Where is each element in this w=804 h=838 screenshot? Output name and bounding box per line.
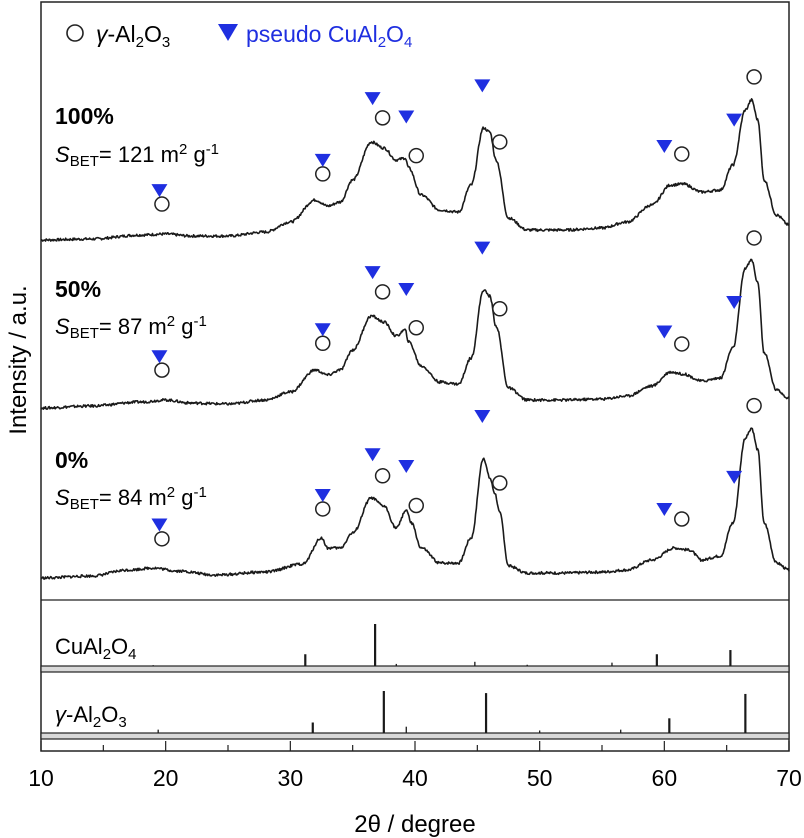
gamma-al2o3-marker (374, 284, 391, 300)
gamma-al2o3-marker (746, 230, 762, 246)
gamma-al2o3-marker (408, 319, 424, 336)
pseudo-cual2o4-marker (398, 110, 415, 124)
legend-gamma-label: γ-Al2O3 (96, 21, 170, 51)
x-axis: 10 20 30 40 50 60 70 (28, 741, 802, 791)
gamma-al2o3-marker (746, 397, 762, 414)
y-axis-label: Intensity / a.u. (5, 285, 32, 434)
xrd-traces (40, 98, 790, 580)
gamma-al2o3-marker (154, 362, 170, 378)
label-0: 0% SBET= 84 m2 g-1 (55, 447, 207, 513)
reference-baseline-1 (40, 665, 790, 673)
gamma-al2o3-marker (674, 146, 690, 162)
pseudo-cual2o4-marker (364, 92, 381, 106)
pseudo-cual2o4-marker (726, 296, 743, 310)
legend: γ-Al2O3 pseudo CuAl2O4 (66, 21, 412, 51)
gamma-al2o3-marker (408, 497, 424, 514)
xrd-trace-50pct (40, 258, 790, 410)
gamma-al2o3-marker (314, 501, 331, 517)
pseudo-cual2o4-marker (151, 184, 168, 198)
sbet-label-50: SBET= 87 m2 g-1 (55, 313, 207, 342)
pseudo-cual2o4-marker (398, 460, 415, 473)
pseudo-cual2o4-marker (726, 113, 743, 127)
sbet-label-100: SBET= 121 m2 g-1 (55, 141, 219, 170)
plot-frame (40, 1, 790, 752)
gamma-al2o3-marker (492, 134, 508, 150)
gamma-al2o3-marker (374, 468, 391, 484)
gamma-al2o3-marker (408, 147, 424, 164)
x-tick-label: 40 (402, 765, 428, 791)
pseudo-cual2o4-marker (364, 448, 381, 462)
reference-label-cual2o4: CuAl2O4 (55, 634, 137, 663)
gamma-al2o3-marker (314, 166, 331, 182)
x-tick-label: 10 (28, 765, 54, 791)
pseudo-cual2o4-marker (656, 502, 673, 516)
reference-label-gamma-al2o3: γ-Al2O3 (55, 702, 127, 731)
reference-baseline-2 (40, 732, 790, 740)
gamma-al2o3-marker (674, 511, 690, 527)
pseudo-cual2o4-marker (398, 283, 415, 296)
gamma-al2o3-marker (154, 531, 170, 547)
xrd-trace-100pct (40, 98, 790, 242)
pseudo-cual2o4-marker (151, 350, 168, 364)
gamma-al2o3-marker (674, 336, 690, 352)
series-label-50: 50% (55, 276, 101, 302)
sbet-label-0: SBET= 84 m2 g-1 (55, 484, 207, 513)
pseudo-cual2o4-marker (474, 409, 491, 423)
gamma-al2o3-marker (746, 69, 762, 85)
legend-circle-marker (66, 24, 84, 42)
pseudo-cual2o4-marker (474, 79, 491, 93)
phase-markers (151, 69, 762, 547)
pseudo-cual2o4-marker (314, 153, 331, 167)
pseudo-cual2o4-marker (314, 488, 331, 502)
pseudo-cual2o4-marker (314, 323, 331, 337)
x-axis-label: 2θ / degree (354, 811, 475, 838)
label-100: 100% SBET= 121 m2 g-1 (55, 103, 219, 170)
legend-triangle-marker (218, 24, 238, 41)
x-tick-label: 20 (153, 765, 179, 791)
reference-sticks (152, 624, 747, 733)
gamma-al2o3-marker (492, 301, 508, 317)
gamma-al2o3-marker (154, 196, 170, 212)
x-tick-label: 60 (652, 765, 678, 791)
pseudo-cual2o4-marker (656, 325, 673, 339)
pseudo-cual2o4-marker (364, 266, 381, 280)
pseudo-cual2o4-marker (151, 518, 168, 532)
gamma-al2o3-marker (374, 110, 391, 126)
pseudo-cual2o4-marker (656, 140, 673, 153)
series-label-100: 100% (55, 103, 114, 129)
pseudo-cual2o4-marker (474, 241, 491, 255)
gamma-al2o3-marker (314, 335, 331, 352)
x-tick-label: 70 (776, 765, 802, 791)
label-50: 50% SBET= 87 m2 g-1 (55, 276, 207, 342)
x-tick-label: 50 (527, 765, 553, 791)
series-label-0: 0% (55, 447, 88, 473)
xrd-trace-0pct (40, 427, 790, 580)
gamma-al2o3-marker (492, 475, 508, 491)
legend-pseudo-label: pseudo CuAl2O4 (246, 21, 412, 51)
pseudo-cual2o4-marker (726, 470, 743, 484)
x-tick-label: 30 (278, 765, 304, 791)
